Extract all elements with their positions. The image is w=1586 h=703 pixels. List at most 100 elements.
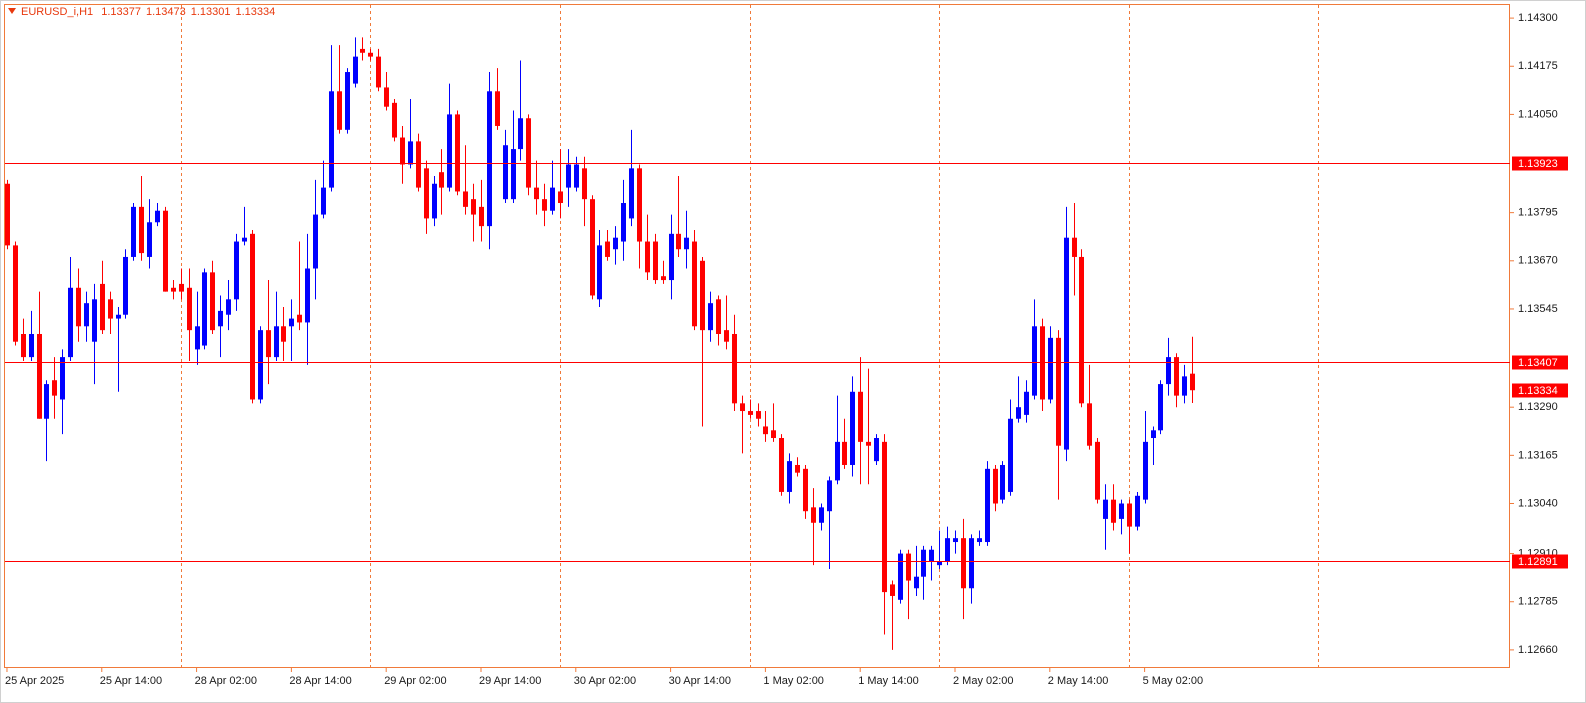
candle-body — [906, 553, 911, 581]
candle-body — [503, 145, 508, 200]
candle-body — [289, 318, 294, 327]
y-tick-label: 1.13290 — [1518, 401, 1558, 413]
candle-body — [187, 287, 192, 331]
y-tick-label: 1.14175 — [1518, 60, 1558, 72]
last-low: 1.13301 — [190, 6, 231, 18]
candle-body — [123, 256, 128, 315]
candle-body — [835, 441, 840, 481]
price-label: 1.13334 — [1518, 385, 1558, 397]
candle-body — [234, 241, 239, 300]
candle-body — [993, 468, 998, 504]
x-tick-label: 2 May 14:00 — [1048, 675, 1109, 687]
candle-body — [424, 168, 429, 219]
candle-body — [432, 183, 437, 219]
candle-body — [605, 241, 610, 257]
candle-body — [669, 233, 674, 281]
candle-body — [1008, 418, 1013, 492]
candle-body — [787, 461, 792, 492]
candle-body — [945, 538, 950, 562]
candle-body — [819, 507, 824, 523]
y-tick-label: 1.14050 — [1518, 108, 1558, 120]
candle-body — [274, 326, 279, 358]
level-box — [1512, 554, 1568, 569]
y-tick-label: 1.13165 — [1518, 449, 1558, 461]
candle-body — [961, 538, 966, 589]
candle-body — [384, 87, 389, 107]
candle-body — [1103, 499, 1108, 519]
candle-body — [52, 380, 57, 396]
x-tick-label: 30 Apr 02:00 — [574, 675, 636, 687]
x-tick-label: 28 Apr 02:00 — [195, 675, 257, 687]
candle-body — [258, 330, 263, 400]
candle-body — [345, 72, 350, 130]
candle-body — [716, 299, 721, 334]
candle-body — [463, 191, 468, 207]
y-tick-label: 1.14300 — [1518, 12, 1558, 24]
candle-body — [195, 326, 200, 350]
candle-body — [613, 237, 618, 250]
candle-body — [550, 187, 555, 211]
candle-body — [37, 333, 42, 419]
y-tick-label: 1.13545 — [1518, 303, 1558, 315]
candle-body — [250, 233, 255, 400]
candle-body — [692, 241, 697, 327]
candle-body — [827, 480, 832, 512]
candle-body — [850, 391, 855, 465]
candle-body — [858, 391, 863, 442]
candle-body — [147, 222, 152, 257]
candle-body — [590, 199, 595, 296]
level-label: 1.13923 — [1518, 158, 1558, 170]
candle-body — [582, 168, 587, 200]
candle-body — [171, 287, 176, 292]
candle-body — [597, 245, 602, 300]
candle-body — [724, 330, 729, 342]
candle-body — [511, 149, 516, 200]
candle-body — [321, 187, 326, 215]
x-tick-label: 29 Apr 02:00 — [384, 675, 446, 687]
candle-body — [376, 56, 381, 88]
candle-body — [1064, 237, 1069, 450]
candle-body — [281, 326, 286, 342]
candle-body — [1000, 464, 1005, 500]
candle-body — [1135, 495, 1140, 527]
candle-body — [1158, 384, 1163, 431]
candle-body — [1151, 430, 1156, 439]
candle-body — [416, 141, 421, 188]
candle-body — [771, 430, 776, 439]
candle-body — [1111, 499, 1116, 523]
candle-body — [210, 272, 215, 331]
candle-body — [455, 114, 460, 192]
candle-body — [100, 283, 105, 331]
level-box — [1512, 355, 1568, 370]
candle-body — [684, 237, 689, 250]
candle-body — [76, 287, 81, 327]
candle-body — [155, 210, 160, 223]
price-box — [1512, 383, 1568, 398]
candle-body — [68, 287, 73, 358]
last-close: 1.13334 — [235, 6, 276, 18]
y-tick-label: 1.13795 — [1518, 207, 1558, 219]
x-tick-label: 2 May 02:00 — [953, 675, 1014, 687]
candle-body — [1079, 256, 1084, 404]
candle-body — [1048, 337, 1053, 400]
menu-triangle — [8, 8, 16, 14]
chart-header: EURUSD_i,H1 1.13377 1.13473 1.13301 1.13334 — [8, 6, 280, 18]
candle-body — [653, 241, 658, 281]
candle-body — [621, 203, 626, 242]
candle-body — [84, 303, 89, 327]
candle-body — [740, 403, 745, 412]
candle-body — [266, 330, 271, 358]
candle-body — [329, 91, 334, 188]
level-label: 1.12891 — [1518, 556, 1558, 568]
candle-body — [637, 168, 642, 242]
candle-body — [44, 384, 49, 419]
candle-body — [874, 438, 879, 462]
candle-body — [526, 118, 531, 188]
candle-body — [566, 164, 571, 188]
candle-body — [360, 48, 365, 53]
candle-body — [732, 333, 737, 404]
symbol: EURUSD_i,H1 — [21, 6, 94, 18]
candle-body — [108, 299, 113, 319]
candle-body — [202, 272, 207, 346]
